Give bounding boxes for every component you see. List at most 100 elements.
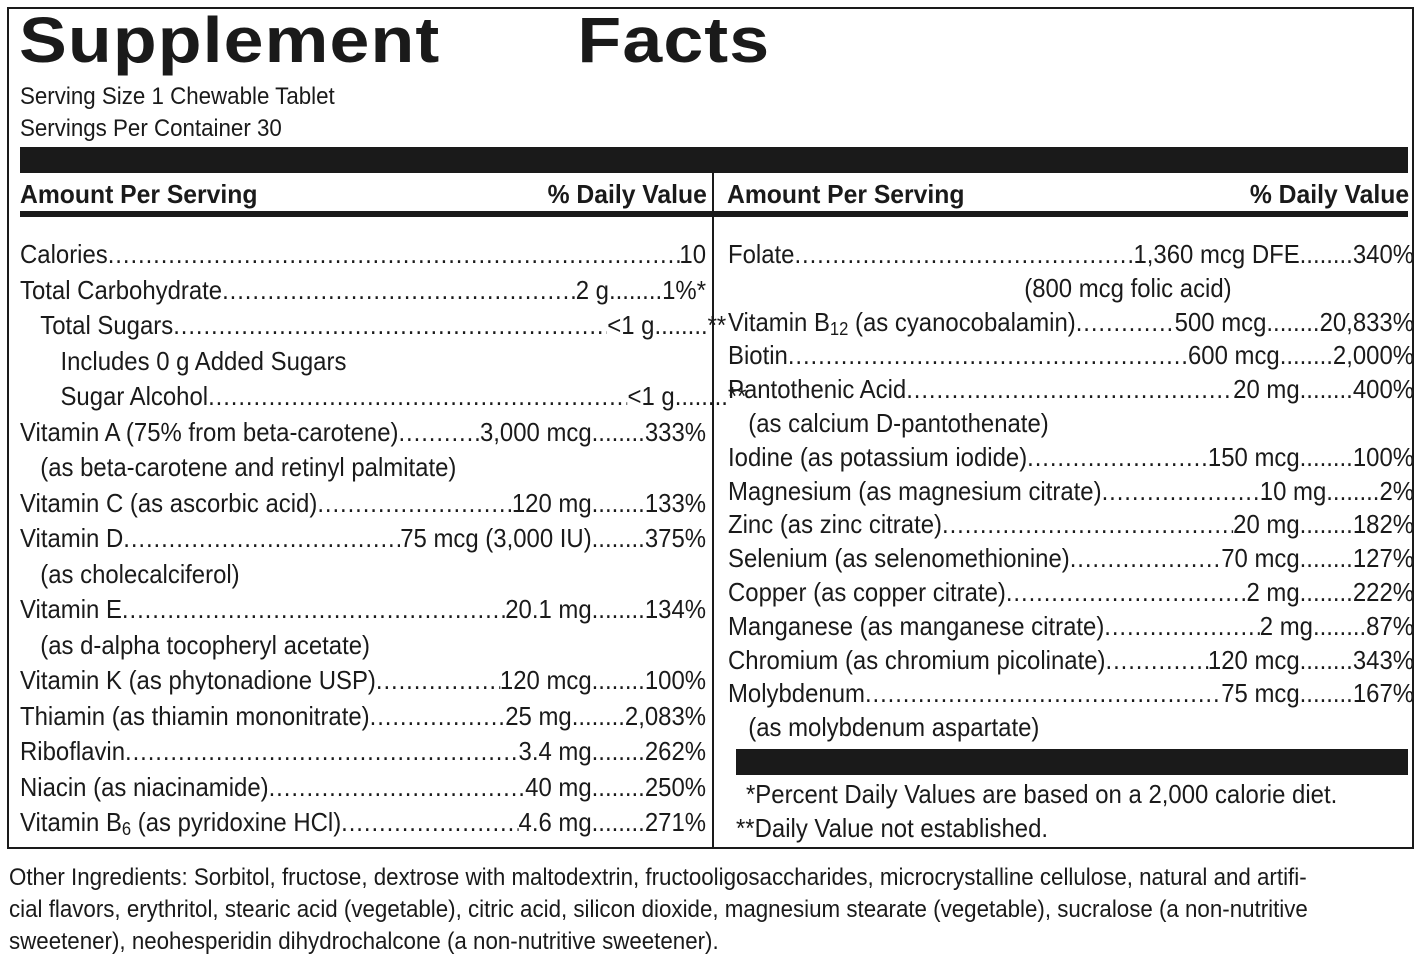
nutrient-row: Chromium (as chromium picolinate) 120 mcg… [728,644,1414,678]
nutrient-amount: 40 mg [525,771,592,802]
dot-leader [173,308,607,344]
dot-leader: ........ [591,487,645,518]
daily-value-heading: % Daily Value [547,179,707,209]
nutrient-label: Chromium (as chromium picolinate) [728,644,1106,675]
dot-leader [222,273,576,309]
servings-per-container: Servings Per Container 30 [20,115,282,142]
nutrient-label: Calories [20,239,108,269]
nutrient-label: Magnesium (as magnesium citrate) [728,475,1102,506]
nutrient-row: Pantothenic Acid 20 mg........400% [728,373,1414,407]
dot-leader [122,592,505,628]
nutrient-row: Niacin (as niacinamide) 40 mg........250% [20,770,706,806]
nutrient-label: Thiamin (as thiamin mononitrate) [20,700,370,731]
nutrient-row: Folate 1,360 mcg DFE........340% [728,238,1414,272]
nutrient-label: Vitamin D [20,523,124,553]
nutrient-daily-value: 182% [1352,509,1415,540]
dot-leader [906,373,1233,407]
other-ingredients: Other Ingredients: Sorbitol, fructose, d… [9,862,1404,958]
dot-leader: ........ [591,665,645,695]
nutrient-label: Zinc (as zinc citrate) [728,509,943,540]
dot-leader: ........ [1299,543,1353,574]
nutrient-amount: 10 [679,239,707,269]
nutrient-row: (as molybdenum aspartate) [728,711,1427,745]
nutrient-daily-value: 87% [1366,610,1415,641]
nutrient-label: Selenium (as selenomethionine) [728,543,1070,574]
dot-leader: ........ [591,416,645,447]
footnote-not-established: **Daily Value not established. [736,813,1049,843]
nutrient-amount: 3,000 mcg [479,416,592,447]
nutrient-row: Sugar Alcohol <1 g........** [20,379,746,415]
nutrient-label: (as molybdenum aspartate) [748,712,1040,743]
nutrient-amount: 600 mcg [1187,340,1280,371]
nutrient-label: Vitamin C (as ascorbic acid) [20,487,318,518]
dot-leader [125,734,518,770]
nutrient-amount: 120 mg [511,487,592,518]
nutrient-amount: 20 mg [1233,509,1300,540]
right-header-rule [714,211,1408,217]
nutrient-amount: 120 mcg [1207,644,1300,675]
footnote-divider-bar [736,749,1408,775]
dot-leader: ........ [1299,678,1353,709]
nutrient-row: Vitamin B6 (as pyridoxine HCl) 4.6 mg....… [20,805,706,841]
nutrient-daily-value: 343% [1352,644,1415,675]
nutrient-daily-value: 2,083% [624,700,707,731]
dot-leader: ........ [571,700,625,731]
right-column-header: Amount Per Serving % Daily Value [727,176,1409,212]
dot-leader [376,663,500,699]
nutrient-label: Includes 0 g Added Sugars [60,345,347,376]
nutrient-amount: 75 mcg (3,000 IU) [400,523,592,553]
nutrient-row: Thiamin (as thiamin mononitrate) 25 mg...… [20,699,706,735]
nutrient-row: Biotin 600 mcg........2,000% [728,339,1414,373]
nutrient-daily-value: 262% [644,736,707,766]
nutrient-label: Iodine (as potassium iodide) [728,441,1028,472]
nutrient-amount: <1 g [607,310,655,340]
nutrient-row: Total Carbohydrate 2 g........1%* [20,273,706,309]
nutrient-daily-value: 271% [644,807,707,837]
nutrient-daily-value: 133% [644,487,707,518]
nutrient-amount: 2 g [575,274,609,305]
dot-leader [269,770,526,806]
nutrient-amount: 150 mcg [1207,441,1300,472]
dot-leader [1076,306,1175,340]
nutrient-amount: 120 mcg [499,665,592,695]
dot-leader: ........ [1299,441,1353,472]
serving-size: Serving Size 1 Chewable Tablet [20,83,335,110]
dot-leader: ........ [1299,509,1353,540]
dot-leader: ........ [674,381,728,411]
dot-leader [1070,542,1221,576]
nutrient-label: (as calcium D-pantothenate) [748,407,1049,438]
dot-leader [341,805,518,841]
dot-leader [370,699,506,735]
nutrient-row: Magnesium (as magnesium citrate) 10 mg...… [728,475,1414,509]
dot-leader [1102,475,1260,509]
dot-leader [1006,576,1247,610]
nutrient-row: Vitamin B12 (as cyanocobalamin) 500 mcg..… [728,306,1414,340]
dot-leader: ........ [591,771,645,802]
dot-leader: ........ [591,594,645,624]
footnote-daily-value: *Percent Daily Values are based on a 2,0… [746,779,1338,809]
nutrient-label: Vitamin E [20,594,122,624]
nutrient-daily-value: 1%* [662,274,707,305]
nutrient-daily-value: ** [707,310,727,340]
thick-divider-bar [20,147,1408,173]
nutrient-amount: 25 mg [505,700,572,731]
nutrient-row: Vitamin K (as phytonadione USP) 120 mcg..… [20,663,706,699]
nutrient-label: Vitamin B6 (as pyridoxine HCl) [20,807,342,839]
nutrient-row: Molybdenum 75 mcg........167% [728,677,1414,711]
nutrient-label: Riboflavin [20,736,126,766]
nutrient-row: Includes 0 g Added Sugars [20,344,746,380]
dot-leader: ........ [1299,576,1353,607]
dot-leader: ........ [654,310,708,340]
dot-leader [1027,441,1208,475]
dot-leader [942,508,1233,542]
nutrient-row: (800 mcg folic acid) [728,272,1427,306]
nutrient-row: Manganese (as manganese citrate) 2 mg....… [728,610,1414,644]
nutrient-row: Total Sugars <1 g........** [20,308,726,344]
left-header-rule [20,211,712,217]
nutrient-daily-value: 333% [644,416,707,447]
nutrient-label: Niacin (as niacinamide) [20,771,269,802]
nutrient-amount: 70 mcg [1221,543,1300,574]
nutrient-row: (as calcium D-pantothenate) [728,407,1427,441]
dot-leader: ........ [591,807,645,837]
column-divider [712,173,714,849]
